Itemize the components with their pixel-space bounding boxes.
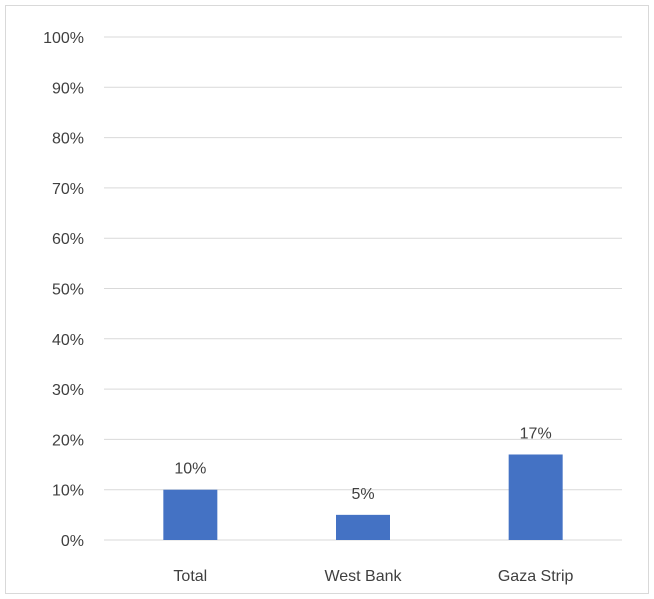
bar <box>336 514 390 540</box>
y-tick-label: 10% <box>52 483 84 500</box>
y-tick-label: 60% <box>52 231 84 248</box>
x-tick-label: Total <box>173 568 207 585</box>
y-tick-label: 30% <box>52 382 84 399</box>
y-tick-label: 40% <box>52 332 84 349</box>
bar <box>163 489 218 540</box>
x-tick-label: Gaza Strip <box>498 568 574 585</box>
y-tick-label: 0% <box>61 533 84 550</box>
data-label: 17% <box>520 425 552 442</box>
y-tick-label: 20% <box>52 432 84 449</box>
y-tick-label: 70% <box>52 181 84 198</box>
data-label: 5% <box>351 486 374 503</box>
y-tick-label: 50% <box>52 282 84 299</box>
y-tick-label: 80% <box>52 131 84 148</box>
y-tick-label: 90% <box>52 80 84 97</box>
x-tick-label: West Bank <box>324 568 402 585</box>
y-tick-label: 100% <box>43 30 84 47</box>
bar <box>508 454 563 540</box>
data-label: 10% <box>174 461 206 478</box>
